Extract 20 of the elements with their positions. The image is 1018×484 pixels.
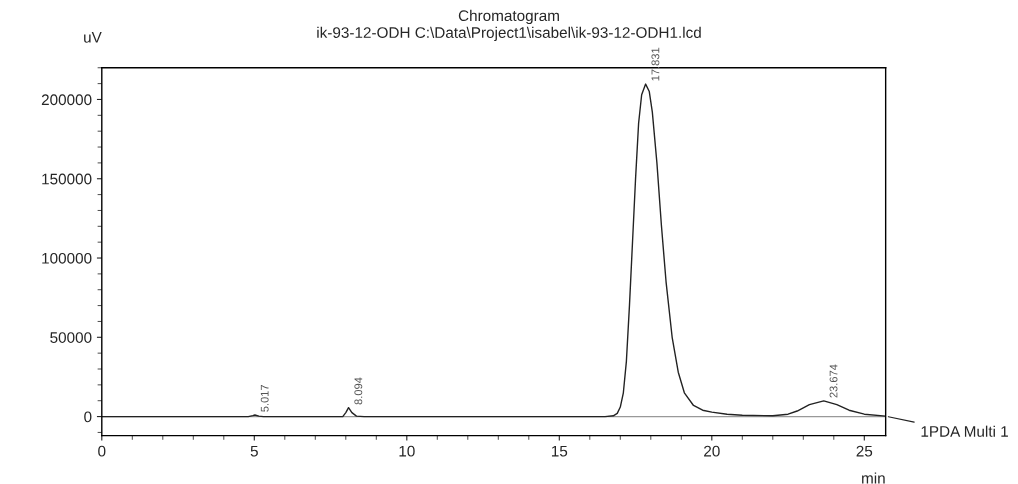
annotation: 23.674: [829, 364, 838, 398]
annotation: 8.094: [354, 377, 363, 405]
y-tick-label: 50000: [50, 332, 92, 343]
x-tick-label: 15: [551, 445, 568, 457]
x-tick-label: 25: [856, 445, 873, 457]
y-axis-title: uV: [84, 32, 102, 43]
y-tick-label: 200000: [41, 94, 92, 106]
x-tick-label: 5: [250, 445, 258, 457]
y-tick-label: 150000: [42, 173, 92, 185]
y-tick-label: 0: [84, 411, 92, 423]
annotation: 5.017: [260, 384, 269, 412]
x-tick-label: 10: [399, 445, 415, 457]
x-axis-title: min: [862, 472, 885, 484]
chart-title: Chromatogram: [458, 9, 559, 25]
chart-subtitle: ik-93-12-ODH C:\Data\Project1\isabel\ik-93-12-ODH1.lcd: [317, 26, 701, 41]
text: 1PDA Multi 1: [921, 425, 1008, 437]
x-tick-label: 0: [98, 445, 106, 457]
y-tick-label: 100000: [42, 252, 92, 264]
x-tick-label: 20: [704, 445, 720, 457]
annotation: 17.831: [651, 47, 660, 81]
